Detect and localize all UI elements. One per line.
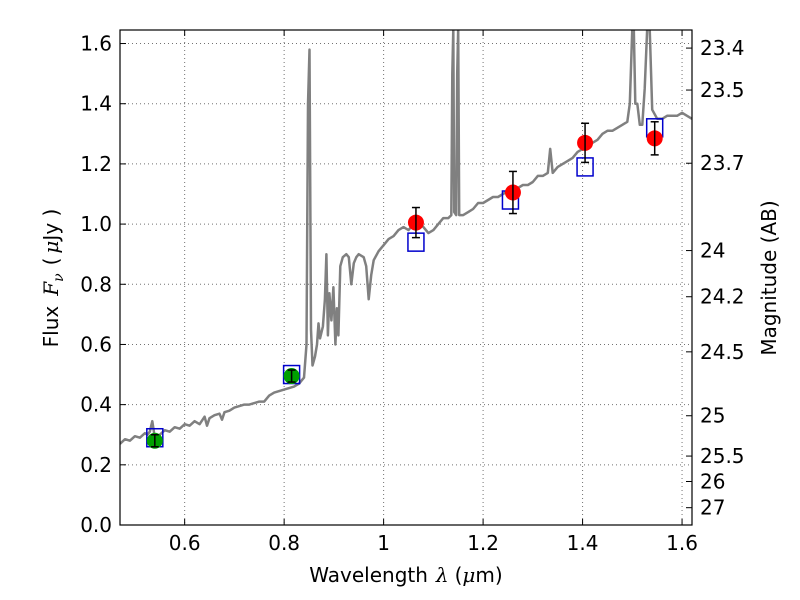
- x-tick-label: 0.6: [169, 531, 201, 555]
- x-axis-label: Wavelength λ (μm): [309, 563, 502, 587]
- plot-frame: [119, 29, 693, 526]
- magnitude-tick-label: 26: [700, 470, 725, 494]
- spectrum-series: [120, 30, 692, 445]
- magnitude-tick-label: 23.7: [700, 151, 745, 175]
- magnitude-tick-label: 24.2: [700, 285, 745, 309]
- x-tick-label: 1.4: [567, 531, 599, 555]
- spectrum-line: [120, 30, 692, 445]
- y-tick-label: 0.6: [80, 332, 112, 356]
- x-axis-ticks: 0.6 0.8 1 1.2 1.4 1.6: [169, 30, 698, 555]
- y-tick-label: 1.0: [80, 212, 112, 236]
- x-tick-label: 1: [377, 531, 390, 555]
- grid-lines: [120, 30, 692, 526]
- magnitude-tick-label: 23.4: [700, 36, 745, 60]
- y-tick-label: 0.8: [80, 272, 112, 296]
- magnitude-tick-label: 25: [700, 404, 725, 428]
- magnitude-axis-label: Magnitude (AB): [757, 200, 781, 355]
- x-tick-label: 1.2: [467, 531, 499, 555]
- x-tick-label: 0.8: [268, 531, 300, 555]
- magnitude-tick-label: 25.5: [700, 444, 745, 468]
- observed-photometry-series: [146, 121, 663, 449]
- magnitude-tick-label: 24.5: [700, 340, 745, 364]
- y-tick-label: 0.2: [80, 453, 112, 477]
- y-tick-label: 0.4: [80, 393, 112, 417]
- magnitude-tick-label: 24: [700, 239, 725, 263]
- model-photometry-series: [146, 118, 664, 448]
- y-axis-ticks: 0.0 0.2 0.4 0.6 0.8 1.0 1.2 1.4 1.6: [80, 32, 126, 537]
- magnitude-tick-label: 23.5: [700, 78, 745, 102]
- x-tick-label: 1.6: [666, 531, 698, 555]
- y-axis-label: FluxFν(μJy ): [39, 209, 67, 348]
- magnitude-tick-label: 27: [700, 496, 725, 520]
- y-tick-label: 0.0: [80, 513, 112, 537]
- y-tick-label: 1.6: [80, 32, 112, 56]
- y-tick-label: 1.2: [80, 152, 112, 176]
- y-tick-label: 1.4: [80, 92, 112, 116]
